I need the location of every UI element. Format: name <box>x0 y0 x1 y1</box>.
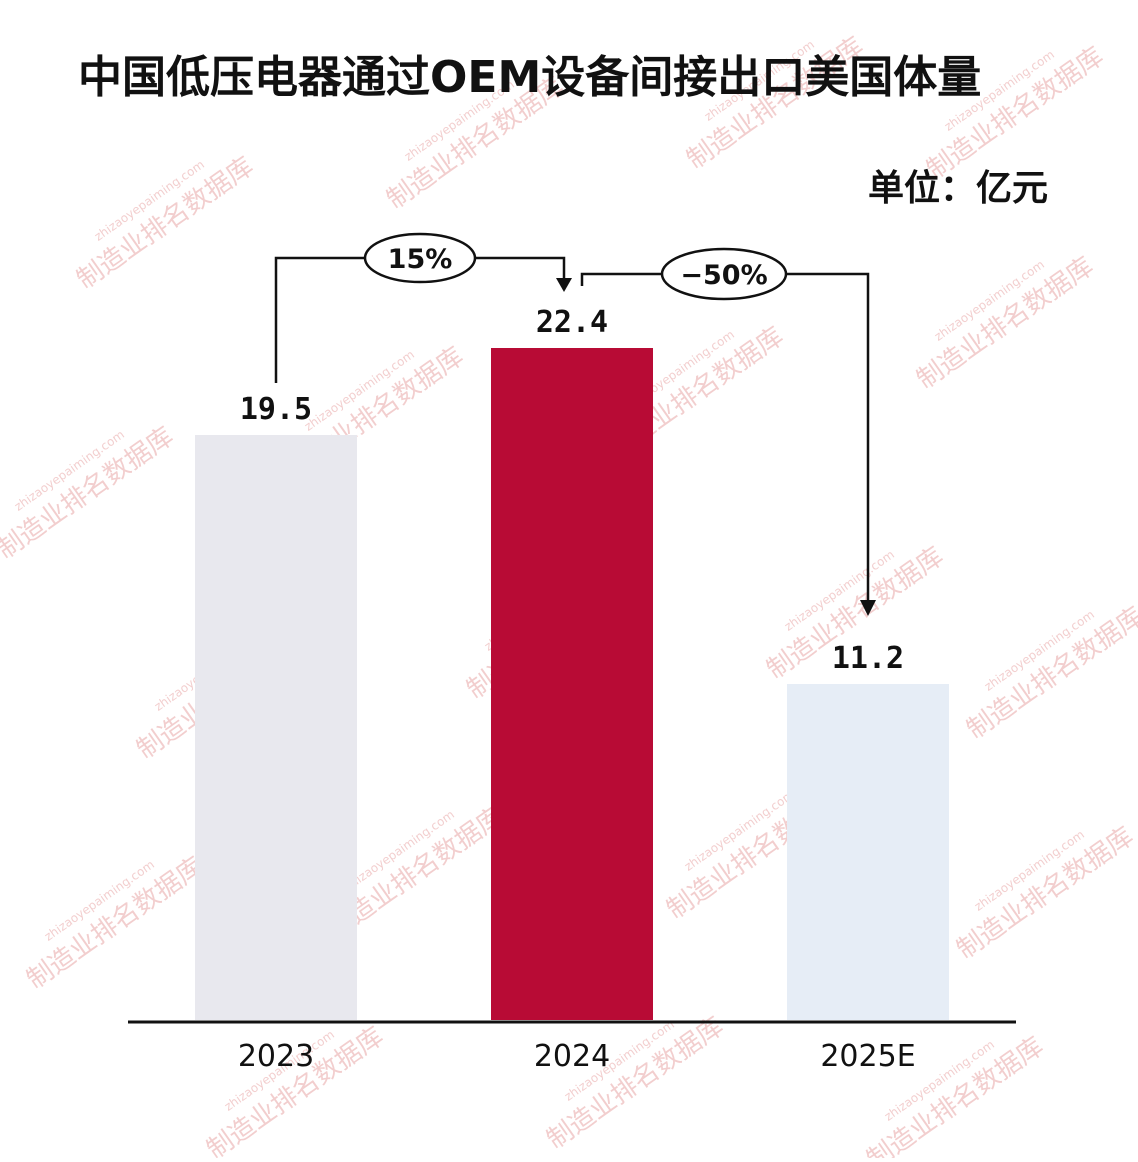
bars-layer <box>195 348 949 1020</box>
value-label-2024: 22.4 <box>536 305 608 340</box>
growth-label-2024-2025E: −50% <box>680 260 767 291</box>
chart-title: 中国低压电器通过OEM设备间接出口美国体量 <box>78 52 981 103</box>
bar-2024 <box>491 348 653 1020</box>
arrowhead-2025E <box>860 600 876 616</box>
arrowhead-2024 <box>556 278 572 292</box>
watermark-text: 制造业排名数据库 <box>962 602 1138 746</box>
bar-2025E <box>787 684 949 1020</box>
bar-2023 <box>195 435 357 1020</box>
x-tick-label-2024: 2024 <box>534 1039 610 1074</box>
watermark-text: 制造业排名数据库 <box>72 152 260 296</box>
x-tick-label-2025E: 2025E <box>820 1039 915 1074</box>
watermark-text: 制造业排名数据库 <box>542 1012 730 1156</box>
watermark-text: 制造业排名数据库 <box>912 252 1100 396</box>
growth-label-2023-2024: 15% <box>388 244 453 275</box>
value-label-2025E: 11.2 <box>832 641 904 676</box>
value-label-2023: 19.5 <box>240 392 312 427</box>
labels-layer: 19.5 2023 22.4 2024 11.2 2025E <box>238 305 916 1074</box>
growth-bubble-2 <box>660 247 788 301</box>
growth-bubble-1 <box>363 232 477 284</box>
watermark-text: 制造业排名数据库 <box>952 822 1138 966</box>
watermark-text: 制造业排名数据库 <box>22 852 210 996</box>
unit-label: 单位：亿元 <box>868 168 1048 209</box>
x-tick-label-2023: 2023 <box>238 1039 314 1074</box>
growth-annotations: 15% −50% <box>274 232 876 616</box>
